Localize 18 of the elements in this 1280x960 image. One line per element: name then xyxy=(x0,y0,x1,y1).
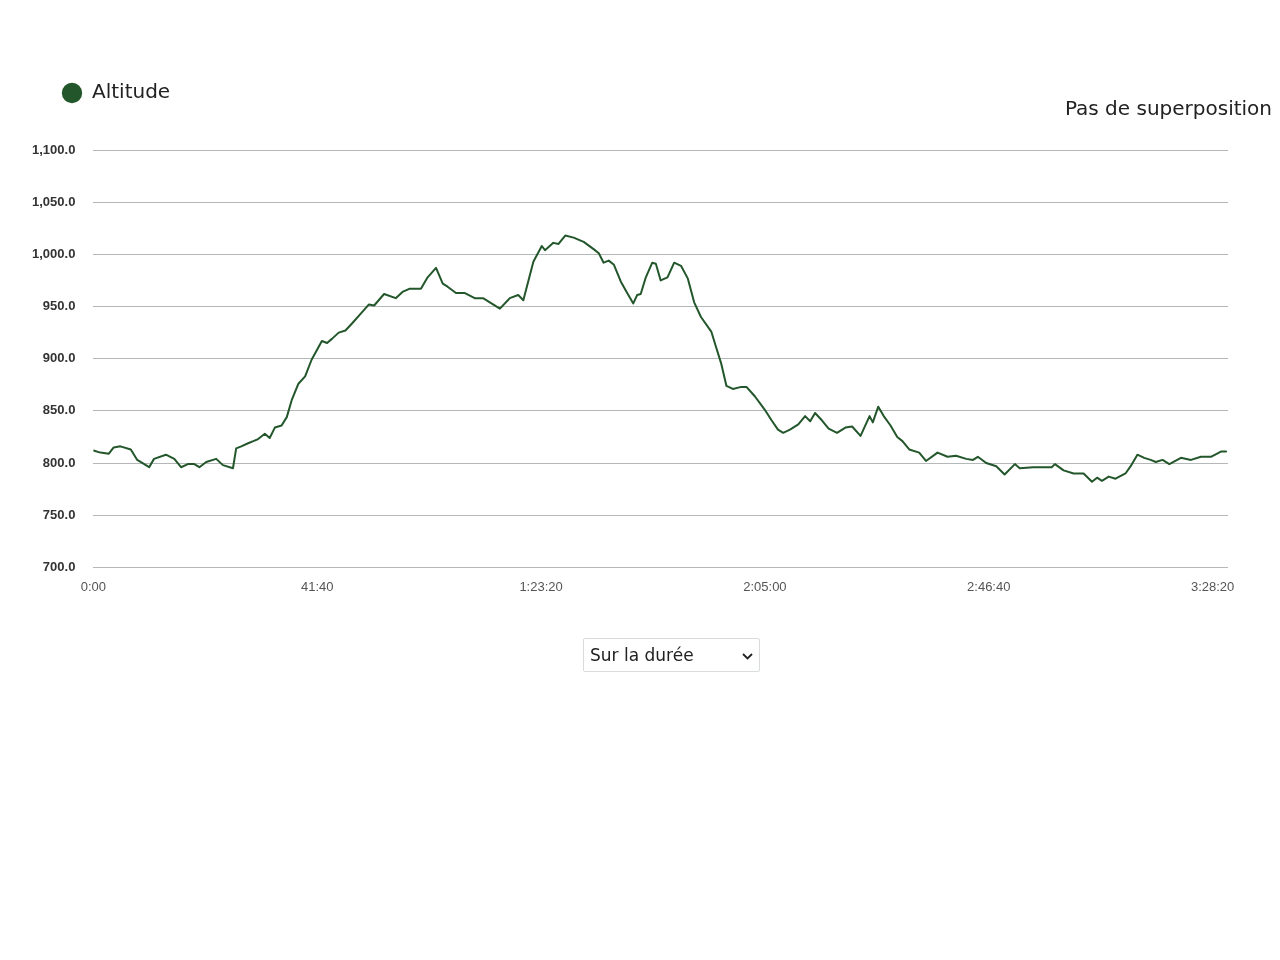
y-tick-label: 1,000.0 xyxy=(32,245,76,261)
y-tick-label: 700.0 xyxy=(42,558,76,574)
y-tick-label: 800.0 xyxy=(42,454,76,470)
x-tick-label: 0:00 xyxy=(80,578,107,594)
y-tick-label: 1,050.0 xyxy=(32,193,76,209)
x-tick-label: 3:28:20 xyxy=(1190,578,1235,594)
x-tick-label: 41:40 xyxy=(300,578,334,594)
x-tick-label: 1:23:20 xyxy=(519,578,563,594)
y-tick-label: 750.0 xyxy=(42,506,76,522)
x-tick-label: 2:05:00 xyxy=(743,578,787,594)
y-tick-label: 900.0 xyxy=(42,350,76,366)
dropdown-field: Sur la durée xyxy=(583,638,760,672)
y-tick-label: 1,100.0 xyxy=(32,141,76,157)
y-tick-label: 850.0 xyxy=(42,402,76,418)
text: Pas de superposition xyxy=(1064,96,1272,120)
x-tick-label: 2:46:40 xyxy=(967,578,1011,594)
y-tick-label: 950.0 xyxy=(42,298,76,314)
legend-label: Altitude xyxy=(92,79,171,104)
